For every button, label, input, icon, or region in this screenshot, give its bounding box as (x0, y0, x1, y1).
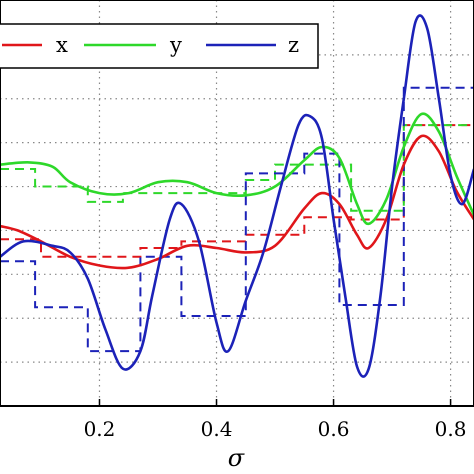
series-y-step-line (0, 124, 474, 212)
series-z-smooth-line (0, 14, 474, 378)
legend: x y z (0, 23, 319, 69)
plot-frame (0, 0, 474, 407)
series-x-step-line (0, 124, 474, 258)
x-axis-title: σ (228, 444, 245, 472)
legend-label-y: y (169, 33, 182, 57)
x-tick-label-0: 0.2 (84, 417, 116, 441)
legend-label-x: x (56, 33, 68, 57)
legend-label-z: z (288, 33, 299, 57)
x-tick-label-2: 0.6 (318, 417, 350, 441)
series-x-smooth-line (0, 134, 474, 270)
series-y-smooth-line (0, 112, 474, 226)
series-layer (0, 14, 474, 378)
x-tick-label-3: 0.8 (435, 417, 467, 441)
x-tick-label-1: 0.4 (201, 417, 233, 441)
x-axis-ticks: 0.2 0.4 0.6 0.8 (84, 399, 467, 441)
